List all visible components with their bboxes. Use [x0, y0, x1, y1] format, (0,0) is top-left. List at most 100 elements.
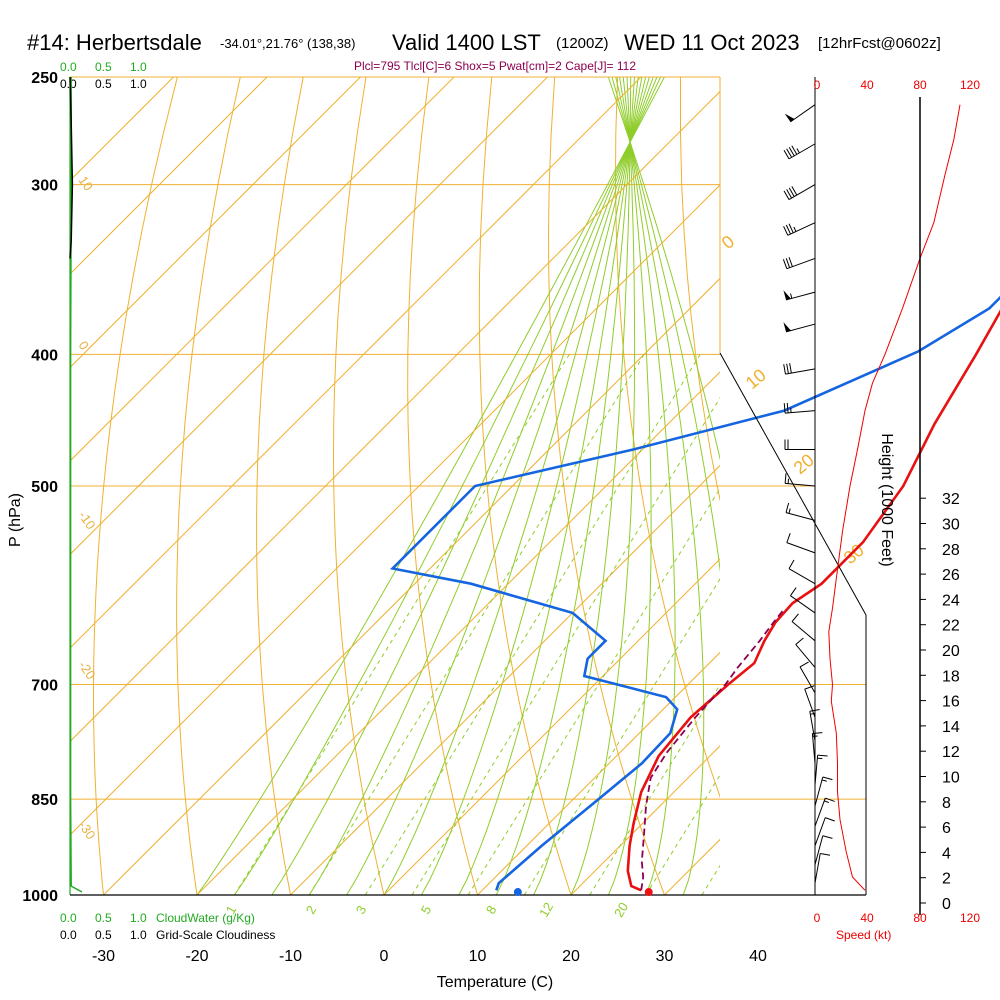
cloud-profiles	[69, 76, 83, 893]
speed-top-tick-3: 120	[960, 78, 980, 92]
temperature-tick-20: 20	[562, 948, 580, 965]
height-tick-0: 0	[942, 896, 951, 913]
wind-barb	[784, 439, 815, 450]
wind-barb	[814, 817, 835, 846]
mixing-ratio-label-8: 8	[483, 903, 500, 917]
isobar-lines	[70, 184, 866, 896]
date-text: WED 11 Oct 2023	[624, 30, 800, 55]
wind-barb	[783, 322, 816, 333]
wind-barb	[790, 587, 816, 614]
top-cloudwater-tick-1: 0.5	[95, 60, 112, 74]
location-text: -34.01°,21.76° (138,38)	[220, 36, 355, 51]
moist-adiabat	[420, 77, 643, 895]
height-tick-18: 18	[942, 668, 960, 685]
moist-adiabat	[533, 77, 632, 895]
bottom-cloudiness-tick-2: 1.0	[130, 928, 147, 942]
height-axis-label: Height (1000 Feet)	[878, 433, 895, 566]
cloudwater-label: CloudWater (g/Kg)	[156, 911, 255, 925]
mixing-ratio-label-12: 12	[536, 900, 556, 920]
temperature-ticks: -30 -20 -10 0 10 20 30 40	[92, 948, 767, 965]
wind-barb	[795, 637, 816, 668]
valid-time: Valid 1400 LST	[392, 30, 541, 55]
isotherm	[103, 277, 720, 895]
top-cloud-scale: 0.0 0.5 1.0 0.0 0.5 1.0	[60, 60, 147, 91]
moist-adiabat	[308, 77, 654, 895]
isotherm	[290, 464, 720, 895]
dry-adiabat	[680, 77, 720, 502]
wind-barb	[804, 685, 816, 718]
temperature-tick-30: 30	[656, 948, 674, 965]
isotherm	[70, 184, 720, 836]
mixing-ratio-label-5: 5	[418, 903, 435, 917]
speed-scale: 0 40 80 120 0 40 80 120 Speed (kt)	[814, 78, 981, 942]
temperature-tick-0: 0	[380, 948, 389, 965]
isotherm-lines	[70, 77, 720, 895]
moist-adiabat	[346, 77, 650, 895]
top-cloudwater-tick-2: 1.0	[130, 60, 147, 74]
wind-barb	[782, 257, 816, 270]
dry-adiabat	[743, 77, 960, 924]
height-tick-2: 2	[942, 871, 951, 888]
speed-axis-label: Speed (kt)	[836, 928, 891, 942]
series-parcel	[640, 607, 786, 891]
mixing-ratio-label-3: 3	[353, 903, 370, 917]
moist-adiabat	[233, 77, 662, 895]
top-cloudiness-tick-2: 1.0	[130, 77, 147, 91]
isotherm	[570, 745, 720, 895]
top-cloudiness-tick-0: 0.0	[60, 77, 77, 91]
isotherm	[383, 558, 720, 895]
temperature-tick--30: -30	[92, 948, 115, 965]
dry-adiabat	[995, 77, 1000, 924]
isotherm	[70, 90, 720, 743]
dry-adiabat	[407, 77, 479, 895]
moist-adiabat	[607, 77, 720, 461]
speed-top-tick-0: 0	[814, 78, 821, 92]
wind-barb	[784, 104, 816, 123]
pressure-label-1000: 1000	[22, 888, 58, 905]
speed-top-tick-1: 40	[860, 78, 874, 92]
height-tick-20: 20	[942, 643, 960, 660]
height-tick-28: 28	[942, 542, 960, 559]
sounding-series	[389, 295, 1000, 897]
wind-barb	[784, 473, 816, 487]
forecast-text: [12hrFcst@0602z]	[818, 35, 941, 52]
bottom-cloud-scale: 0.0 0.5 1.0 CloudWater (g/Kg) 0.0 0.5 1.…	[60, 911, 275, 942]
isotherm	[70, 77, 455, 462]
theta-label-0: 10	[76, 173, 97, 193]
height-tick-30: 30	[942, 517, 960, 534]
height-tick-10: 10	[942, 770, 960, 787]
temperature-axis-label: Temperature (C)	[437, 974, 553, 991]
speed-bottom-tick-2: 80	[913, 911, 927, 925]
mixing-ratio-line	[233, 354, 570, 895]
zulu-time: (1200Z)	[556, 35, 609, 52]
wind-barbs	[782, 104, 835, 884]
theta-label-4: -30	[76, 818, 99, 842]
isotherm	[196, 371, 720, 895]
temperature-tick-40: 40	[749, 948, 767, 965]
theta-label-1: 0	[76, 338, 92, 353]
wind-barb	[814, 754, 828, 786]
wind-barb	[783, 143, 816, 160]
moist-adiabat	[271, 77, 658, 895]
mixing-ratio-line	[589, 683, 720, 895]
top-cloudwater-tick-0: 0.0	[60, 60, 77, 74]
temperature-tick--10: -10	[279, 948, 302, 965]
top-cloudiness-tick-1: 0.5	[95, 77, 112, 91]
dry-adiabat	[806, 77, 1000, 924]
wind-barb	[814, 797, 835, 827]
bottom-cloudwater-tick-2: 1.0	[130, 911, 147, 925]
isotherm	[70, 77, 361, 369]
pressure-label-300: 300	[31, 178, 58, 195]
theta-label-3: -20	[76, 658, 99, 682]
theta-label-2: -10	[76, 508, 99, 532]
wind-barb	[786, 533, 816, 554]
height-tick-12: 12	[942, 744, 960, 761]
height-tick-14: 14	[942, 719, 960, 736]
wind-barb	[814, 776, 833, 807]
moist-adiabat	[383, 77, 647, 895]
pressure-label-400: 400	[31, 347, 58, 364]
wind-panel	[719, 77, 961, 895]
moist-adiabat	[495, 77, 635, 895]
dry-adiabat	[332, 77, 385, 895]
wind-barb	[783, 402, 816, 414]
